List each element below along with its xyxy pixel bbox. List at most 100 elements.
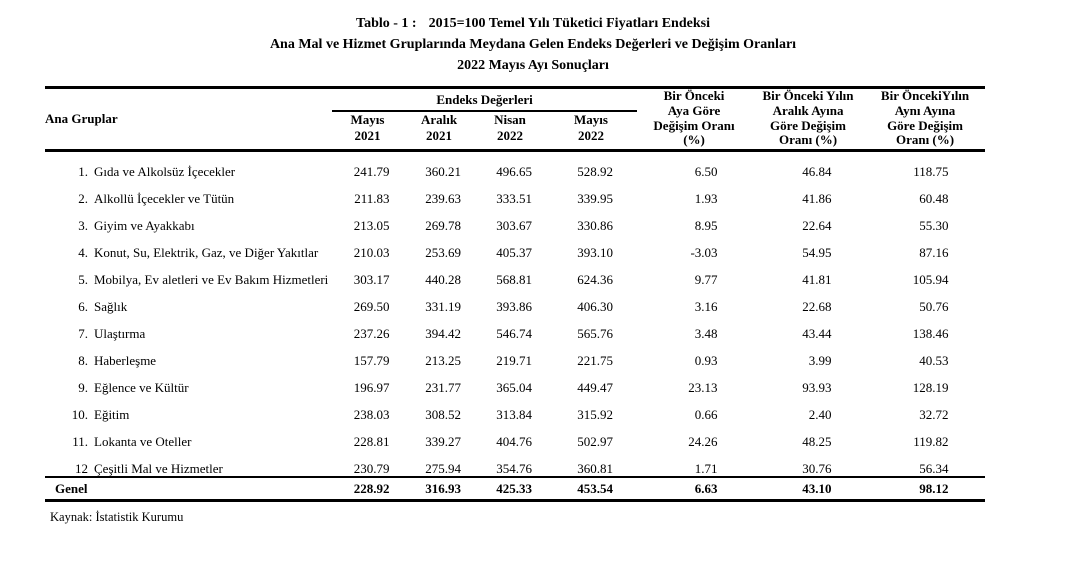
value-cell: 3.99 bbox=[808, 353, 832, 368]
value-cell: 241.79 bbox=[353, 164, 390, 179]
table-title-line-3: 2022 Mayıs Ayı Sonuçları bbox=[457, 58, 609, 73]
value-cell: 41.81 bbox=[802, 272, 832, 287]
value-cell: 211.83 bbox=[354, 191, 390, 206]
value-cell: 30.76 bbox=[802, 461, 832, 476]
row-name-cell: 7. Ulaştırma bbox=[45, 314, 332, 341]
value-cell: 269.78 bbox=[425, 218, 461, 233]
row-label: Alkollü İçecekler ve Tütün bbox=[94, 191, 235, 206]
row-label: Giyim ve Ayakkabı bbox=[94, 218, 195, 233]
value-cell: 22.64 bbox=[802, 218, 832, 233]
row-number: 2. bbox=[78, 191, 88, 206]
value-cell: 119.82 bbox=[913, 434, 949, 449]
table-body: 1. Gıda ve Alkolsüz İçecekler 241.79 360.… bbox=[45, 151, 985, 478]
value-cell: 253.69 bbox=[425, 245, 461, 260]
value-cell: 308.52 bbox=[425, 407, 461, 422]
total-value-cell: 425.33 bbox=[496, 481, 532, 496]
table-title-line-2: Ana Mal ve Hizmet Gruplarında Meydana Ge… bbox=[269, 37, 797, 52]
value-cell: 8.95 bbox=[694, 218, 718, 233]
value-cell: 213.25 bbox=[425, 353, 461, 368]
value-cell: 23.13 bbox=[688, 380, 718, 395]
column-header-aralik-2021: Aralık 2021 bbox=[420, 112, 458, 143]
table-header: Ana Gruplar Endeks Değerleri Bir Önceki … bbox=[45, 87, 986, 151]
value-cell: 546.74 bbox=[496, 326, 532, 341]
value-cell: 406.30 bbox=[577, 299, 614, 314]
row-label: Ulaştırma bbox=[94, 326, 146, 341]
row-label: Gıda ve Alkolsüz İçecekler bbox=[94, 164, 236, 179]
table-title-text: 2015=100 Temel Yılı Tüketici Fiyatları E… bbox=[428, 16, 710, 31]
column-header-annual-change: Bir ÖncekiYılın Aynı Ayına Göre Değişim … bbox=[880, 88, 970, 148]
row-name-cell: 11. Lokanta ve Oteller bbox=[45, 422, 332, 449]
row-number: 5. bbox=[78, 272, 88, 287]
row-number: 7. bbox=[78, 326, 88, 341]
column-header-nisan-2022: Nisan 2022 bbox=[494, 112, 526, 143]
value-cell: 93.93 bbox=[802, 380, 832, 395]
row-number: 10. bbox=[71, 407, 88, 422]
column-header-mayis-2021: Mayıs 2021 bbox=[350, 112, 385, 143]
value-cell: 3.48 bbox=[694, 326, 718, 341]
row-label: Eğlence ve Kültür bbox=[94, 380, 189, 395]
value-cell: 0.66 bbox=[694, 407, 718, 422]
row-number: 1. bbox=[78, 164, 88, 179]
value-cell: 6.50 bbox=[694, 164, 718, 179]
row-label: Eğitim bbox=[94, 407, 130, 422]
table-row: 4. Konut, Su, Elektrik, Gaz, ve Diğer Yak… bbox=[45, 233, 985, 260]
main-table: Ana Gruplar Endeks Değerleri Bir Önceki … bbox=[45, 86, 986, 502]
row-name-cell: 3. Giyim ve Ayakkabı bbox=[45, 206, 332, 233]
table-row: 2. Alkollü İçecekler ve Tütün 211.83 239.… bbox=[45, 179, 985, 206]
table-title: Tablo - 1 : 2015=100 Temel Yılı Tüketici … bbox=[0, 0, 1066, 76]
value-cell: 331.19 bbox=[425, 299, 461, 314]
value-cell: 354.76 bbox=[496, 461, 532, 476]
total-value-cell: 453.54 bbox=[577, 481, 614, 496]
value-cell: 50.76 bbox=[919, 299, 949, 314]
row-name-cell: 9. Eğlence ve Kültür bbox=[45, 368, 332, 395]
total-row: Genel 228.92 316.93 425.33 453.54 6.63 4… bbox=[45, 477, 985, 501]
value-cell: 138.46 bbox=[912, 326, 949, 341]
value-cell: 303.17 bbox=[353, 272, 390, 287]
value-cell: 55.30 bbox=[919, 218, 949, 233]
value-cell: 3.16 bbox=[694, 299, 718, 314]
value-cell: 405.37 bbox=[496, 245, 532, 260]
value-cell: 56.34 bbox=[919, 461, 949, 476]
row-number: 9. bbox=[78, 380, 88, 395]
value-cell: 393.86 bbox=[496, 299, 532, 314]
column-group-header-endeks-degerleri: Endeks Değerleri bbox=[332, 87, 638, 112]
total-value-cell: 6.63 bbox=[694, 481, 718, 496]
value-cell: 339.95 bbox=[577, 191, 614, 206]
value-cell: 221.75 bbox=[577, 353, 614, 368]
column-header-change-since-december: Bir Önceki Yılın Aralık Ayına Göre Değiş… bbox=[762, 88, 854, 148]
value-cell: 22.68 bbox=[802, 299, 832, 314]
value-cell: 269.50 bbox=[353, 299, 390, 314]
value-cell: 315.92 bbox=[577, 407, 614, 422]
value-cell: 313.84 bbox=[496, 407, 532, 422]
value-cell: 339.27 bbox=[425, 434, 461, 449]
row-name-cell: 4. Konut, Su, Elektrik, Gaz, ve Diğer Yak… bbox=[45, 233, 332, 260]
value-cell: 394.42 bbox=[425, 326, 461, 341]
value-cell: 624.36 bbox=[577, 272, 614, 287]
table-row: 1. Gıda ve Alkolsüz İçecekler 241.79 360.… bbox=[45, 151, 985, 180]
table-row: 6. Sağlık 269.50 331.19 393.86 406.30 3.1… bbox=[45, 287, 985, 314]
row-label: Çeşitli Mal ve Hizmetler bbox=[94, 461, 223, 476]
value-cell: 40.53 bbox=[919, 353, 949, 368]
value-cell: 330.86 bbox=[577, 218, 614, 233]
value-cell: 333.51 bbox=[496, 191, 532, 206]
value-cell: 275.94 bbox=[425, 461, 461, 476]
value-cell: 1.71 bbox=[694, 461, 718, 476]
row-label: Lokanta ve Oteller bbox=[94, 434, 192, 449]
total-row-label: Genel bbox=[55, 481, 88, 496]
row-name-cell: 8. Haberleşme bbox=[45, 341, 332, 368]
value-cell: 41.86 bbox=[802, 191, 832, 206]
value-cell: 565.76 bbox=[577, 326, 614, 341]
row-number: 6. bbox=[78, 299, 88, 314]
value-cell: 87.16 bbox=[919, 245, 949, 260]
total-value-cell: 43.10 bbox=[802, 481, 832, 496]
table-row: 9. Eğlence ve Kültür 196.97 231.77 365.04… bbox=[45, 368, 985, 395]
table-row: 7. Ulaştırma 237.26 394.42 546.74 565.76 … bbox=[45, 314, 985, 341]
value-cell: 230.79 bbox=[353, 461, 390, 476]
row-name-cell: 12 Çeşitli Mal ve Hizmetler bbox=[45, 449, 332, 477]
value-cell: 128.19 bbox=[912, 380, 949, 395]
value-cell: 228.81 bbox=[353, 434, 390, 449]
value-cell: 46.84 bbox=[802, 164, 832, 179]
value-cell: 237.26 bbox=[353, 326, 390, 341]
value-cell: 502.97 bbox=[577, 434, 614, 449]
value-cell: 239.63 bbox=[425, 191, 461, 206]
